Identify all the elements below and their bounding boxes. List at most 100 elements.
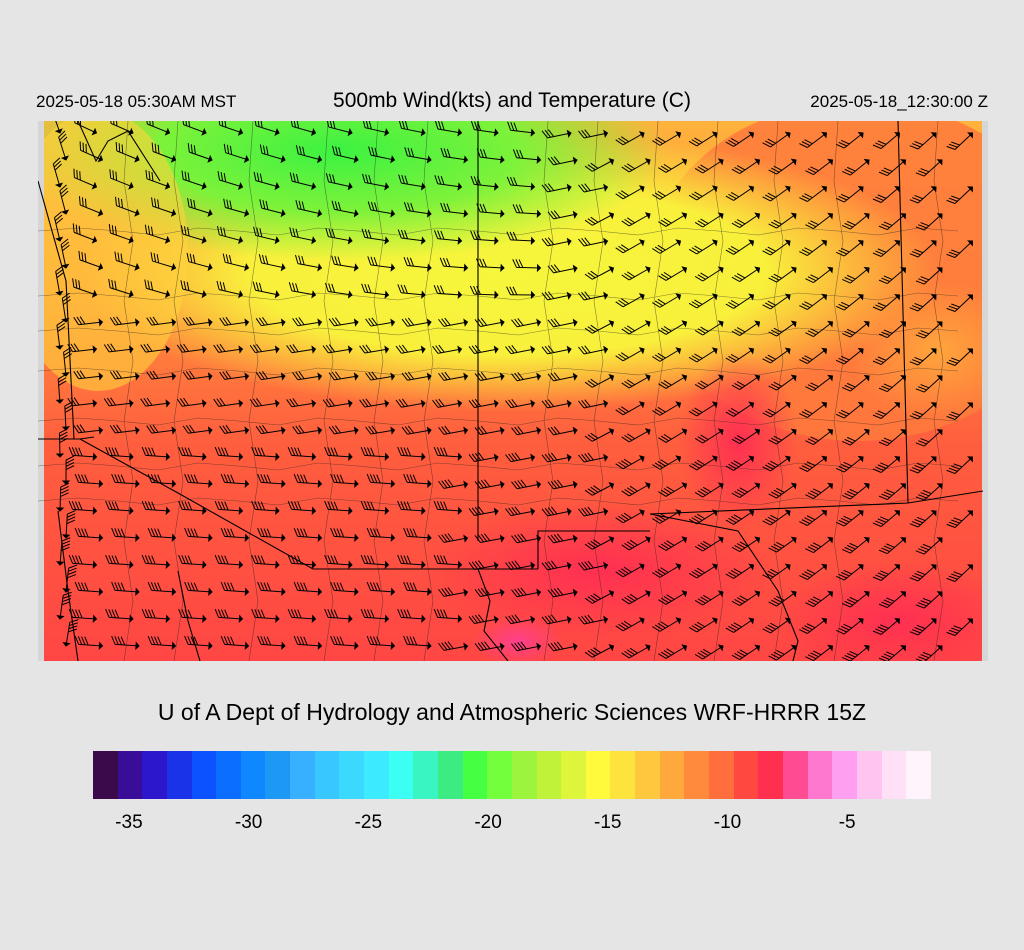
- wind-barb: [688, 617, 718, 633]
- border-sonora-chihuahua: [477, 568, 509, 661]
- wind-barb: [403, 635, 432, 650]
- colorbar-swatch: [511, 751, 537, 799]
- wind-barb: [731, 374, 761, 390]
- wind-barb: [694, 590, 724, 606]
- wind-barb: [324, 608, 353, 623]
- wind-barb: [872, 456, 901, 473]
- border-ca-az: [38, 180, 75, 440]
- wind-barb: [147, 527, 177, 542]
- wind-barb: [725, 131, 755, 147]
- wind-barb: [694, 320, 724, 336]
- wind-barb: [615, 617, 645, 632]
- wind-barb: [621, 590, 651, 605]
- wind-barb: [578, 399, 609, 409]
- wind-barb: [184, 635, 213, 650]
- wind-barb: [584, 319, 615, 334]
- wind-barb: [615, 563, 645, 578]
- wind-barb: [474, 317, 505, 328]
- colorbar-swatch: [216, 751, 241, 799]
- colorbar-swatch: [462, 751, 488, 799]
- wind-barb: [584, 157, 615, 172]
- wind-barb: [440, 147, 469, 164]
- colorbar-swatch: [364, 751, 389, 799]
- wind-barb: [286, 398, 317, 408]
- wind-barb: [762, 617, 791, 634]
- wind-barb: [322, 344, 353, 354]
- wind-barb: [330, 527, 359, 542]
- wind-barb: [658, 644, 688, 659]
- wind-barb: [878, 645, 907, 661]
- wind-barb: [259, 144, 286, 164]
- wind-barb: [878, 267, 907, 285]
- colorbar-swatch: [782, 751, 808, 799]
- wind-barb: [404, 147, 432, 164]
- county-line: [38, 292, 959, 301]
- wind-barb: [658, 536, 688, 551]
- wind-barb: [878, 483, 907, 501]
- wind-barb: [725, 563, 755, 579]
- temperature-region-green: [38, 121, 668, 261]
- colorbar-swatch: [166, 751, 192, 799]
- wind-barb: [251, 608, 280, 623]
- wind-barb: [146, 370, 177, 381]
- wind-barb: [108, 278, 134, 298]
- wind-barb: [621, 320, 651, 335]
- wind-barb: [395, 344, 426, 354]
- wind-barb: [878, 537, 907, 555]
- wind-barb: [51, 121, 63, 134]
- wind-barb: [547, 641, 578, 652]
- wind-barb: [213, 397, 244, 408]
- county-line: [38, 417, 959, 426]
- wind-barb: [74, 527, 104, 542]
- no-data-strip-east: [982, 121, 988, 661]
- wind-barb: [140, 343, 171, 354]
- wind-barb: [688, 347, 718, 363]
- wind-barb: [511, 372, 542, 382]
- wind-barb: [324, 446, 353, 461]
- wind-barb: [799, 347, 828, 364]
- wind-barb: [768, 212, 797, 229]
- wind-barb: [909, 402, 937, 420]
- wind-barb: [915, 159, 943, 177]
- wind-barb: [287, 446, 317, 461]
- wind-barb: [184, 581, 213, 596]
- wind-barb: [915, 321, 943, 339]
- wind-barb: [109, 169, 134, 190]
- wind-barb: [615, 239, 645, 254]
- wind-barb: [401, 371, 432, 381]
- wind-barb: [768, 482, 797, 499]
- wind-barb: [257, 635, 286, 650]
- wind-barb: [658, 590, 688, 605]
- wind-barb: [433, 230, 463, 245]
- wind-barb: [217, 171, 244, 191]
- colorbar-swatch: [93, 751, 118, 799]
- wind-barb: [835, 293, 864, 311]
- wind-barb: [835, 455, 864, 473]
- wind-barb: [541, 129, 572, 139]
- wind-barb: [397, 229, 426, 245]
- local-time-label: 2025-05-18 05:30AM MST: [36, 92, 237, 111]
- wind-barb: [251, 446, 280, 461]
- wind-barb: [652, 455, 682, 470]
- wind-barb: [252, 281, 280, 299]
- colorbar-tick-label: -20: [474, 812, 502, 833]
- wind-barb: [658, 428, 688, 443]
- wind-barb: [468, 344, 499, 355]
- wind-barb: [506, 231, 536, 246]
- wind-barb: [438, 641, 469, 651]
- wind-barb: [365, 317, 396, 327]
- wind-barb: [254, 121, 280, 136]
- wind-barb: [53, 211, 64, 242]
- wind-barb: [909, 294, 937, 312]
- wind-barb: [725, 509, 755, 525]
- wind-barb: [397, 446, 426, 461]
- wind-barb: [146, 316, 177, 327]
- wind-barb: [768, 536, 797, 553]
- wind-barb: [62, 564, 78, 593]
- wind-barb: [762, 239, 791, 256]
- wind-barb: [805, 266, 834, 284]
- wind-barb: [694, 428, 724, 444]
- wind-barb: [511, 426, 542, 436]
- wind-barb: [395, 398, 426, 408]
- colorbar-swatch: [807, 751, 833, 799]
